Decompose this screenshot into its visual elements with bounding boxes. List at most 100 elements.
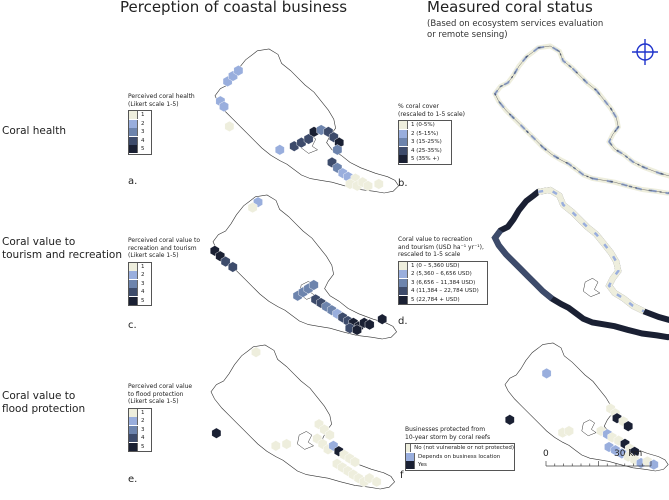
business-hexagon <box>251 346 261 358</box>
business-hexagon <box>309 126 319 138</box>
row-label-coral-health: Coral health <box>2 125 66 137</box>
legend-swatch <box>406 444 412 453</box>
legend-item-label: 4 <box>141 289 145 296</box>
legend-a-item: 3 <box>129 128 151 137</box>
legend-b-item: 2 (5-15%) <box>399 129 451 139</box>
legend-b-list: 1 (0-5%) 2 (5-15%) 3 (15-25%) 4 (25-35%) 5 (… <box>398 120 452 165</box>
legend-d-item: 1 (0 – 5,360 USD) <box>399 261 487 271</box>
legend-swatch <box>399 155 408 164</box>
map-panel-e <box>210 344 395 490</box>
business-hexagon <box>233 65 244 77</box>
legend-item-label: 2 (5,360 – 6,656 USD) <box>411 271 472 278</box>
recreation-value-band-level4 <box>491 228 554 301</box>
legend-swatch <box>399 287 408 296</box>
legend-swatch <box>406 452 415 461</box>
legend-swatch <box>129 296 138 305</box>
business-hexagon <box>289 140 299 152</box>
legend-item-label: Depends on business location <box>418 453 501 460</box>
harbor-outline <box>297 431 315 450</box>
legend-swatch <box>399 121 408 130</box>
legend-f-item: Depends on business location <box>406 452 514 462</box>
legend-item-label: 3 <box>141 280 145 287</box>
coral-cover-band <box>492 43 669 196</box>
legend-item-label: 5 (35% +) <box>411 156 440 163</box>
business-hexagon <box>332 144 343 156</box>
legend-item-label: 2 (5-15%) <box>411 130 439 137</box>
panel-letter-f: f <box>400 470 404 481</box>
legend-item-label: 5 (22,784 + USD) <box>411 296 460 303</box>
recreation-value-band-low <box>537 186 646 315</box>
legend-item-label: 4 <box>141 435 145 442</box>
legend-swatch <box>399 295 408 304</box>
legend-c-item: 1 <box>129 262 151 272</box>
business-hexagon <box>325 429 335 441</box>
legend-swatch <box>129 442 138 451</box>
legend-e-title-line2: to flood protection <box>128 390 184 398</box>
legend-item-label: 5 <box>141 443 145 450</box>
legend-e-item: 3 <box>129 425 151 435</box>
island-outline <box>210 344 395 490</box>
right-subtitle-line2: or remote sensing) <box>427 30 508 40</box>
panel-letter-b: b. <box>398 178 408 189</box>
legend-a-item: 2 <box>129 119 151 129</box>
scale-bar-end-label: 30 km <box>614 449 643 459</box>
right-column-title: Measured coral status <box>427 0 593 16</box>
legend-item-label: 2 <box>141 272 145 279</box>
panel-letter-e: e. <box>128 474 138 485</box>
legend-swatch <box>129 434 138 443</box>
scale-bar-start-label: 0 <box>543 449 549 459</box>
recreation-value-band-level2 <box>538 188 645 313</box>
business-hexagon <box>296 137 307 149</box>
legend-e-item: 5 <box>129 442 151 452</box>
harbor-outline <box>583 278 601 297</box>
legend-a-title-line1: Perceived coral health <box>128 93 195 100</box>
legend-swatch <box>129 136 138 145</box>
legend-panel-c: Perceived coral value to recreation and … <box>128 237 200 306</box>
legend-c-title-line3: (Likert scale 1-5) <box>128 252 179 259</box>
legend-e-title-line3: (Likert scale 1-5) <box>128 398 179 405</box>
legend-f-item: No (not vulnerable or not protected) <box>406 444 514 453</box>
business-hexagon <box>227 261 238 273</box>
legend-b-item: 4 (25-35%) <box>399 146 451 156</box>
legend-d-title-line1: Coral value to recreation <box>398 236 473 243</box>
legend-a-title-line2: (Likert scale 1-5) <box>128 100 179 108</box>
business-hexagon <box>374 178 384 190</box>
business-hexagon <box>350 456 360 468</box>
legend-item-label: 1 (0-5%) <box>411 122 435 129</box>
legend-panel-d: Coral value to recreation and tourism (U… <box>398 236 488 305</box>
legend-item-label: 3 <box>141 129 145 136</box>
legend-item-label: No (not vulnerable or not protected) <box>414 445 514 452</box>
legend-b-item: 5 (35% +) <box>399 155 451 164</box>
map-panel-d <box>491 186 669 341</box>
map-panel-b <box>492 43 669 196</box>
panel-letter-c: c. <box>128 320 137 331</box>
row-label-tourism: Coral value to tourism and recreation <box>2 236 122 262</box>
legend-item-label: 1 <box>141 409 145 416</box>
legend-swatch <box>129 111 138 120</box>
legend-f-title-line2: 10-year storm by coral reefs <box>405 433 491 441</box>
legend-item-label: 4 <box>141 137 145 144</box>
legend-swatch <box>129 119 138 128</box>
business-hexagon <box>219 101 229 113</box>
map-panel-c <box>209 194 397 340</box>
legend-item-label: 3 (6,656 – 11,384 USD) <box>411 279 476 286</box>
row-label-flood: Coral value to flood protection <box>2 390 85 416</box>
legend-item-label: 1 <box>141 263 145 270</box>
legend-swatch <box>129 271 138 280</box>
recreation-value-band <box>491 186 669 341</box>
island-outline <box>494 45 669 194</box>
legend-panel-f: Businesses protected from 10-year storm … <box>405 426 515 471</box>
legend-panel-a: Perceived coral health (Likert scale 1-5… <box>128 93 195 155</box>
legend-swatch <box>129 262 138 271</box>
row-label-flood-line1: Coral value to <box>2 390 76 402</box>
legend-panel-e: Perceived coral value to flood protectio… <box>128 383 192 452</box>
legend-d-title-line3: rescaled to 1-5 scale <box>398 251 461 258</box>
scale-bar <box>545 461 652 467</box>
legend-d-item: 3 (6,656 – 11,384 USD) <box>399 278 487 288</box>
legend-item-label: 1 <box>141 112 145 119</box>
legend-f-item: Yes <box>406 461 514 470</box>
row-label-tourism-line2: tourism and recreation <box>2 249 122 261</box>
